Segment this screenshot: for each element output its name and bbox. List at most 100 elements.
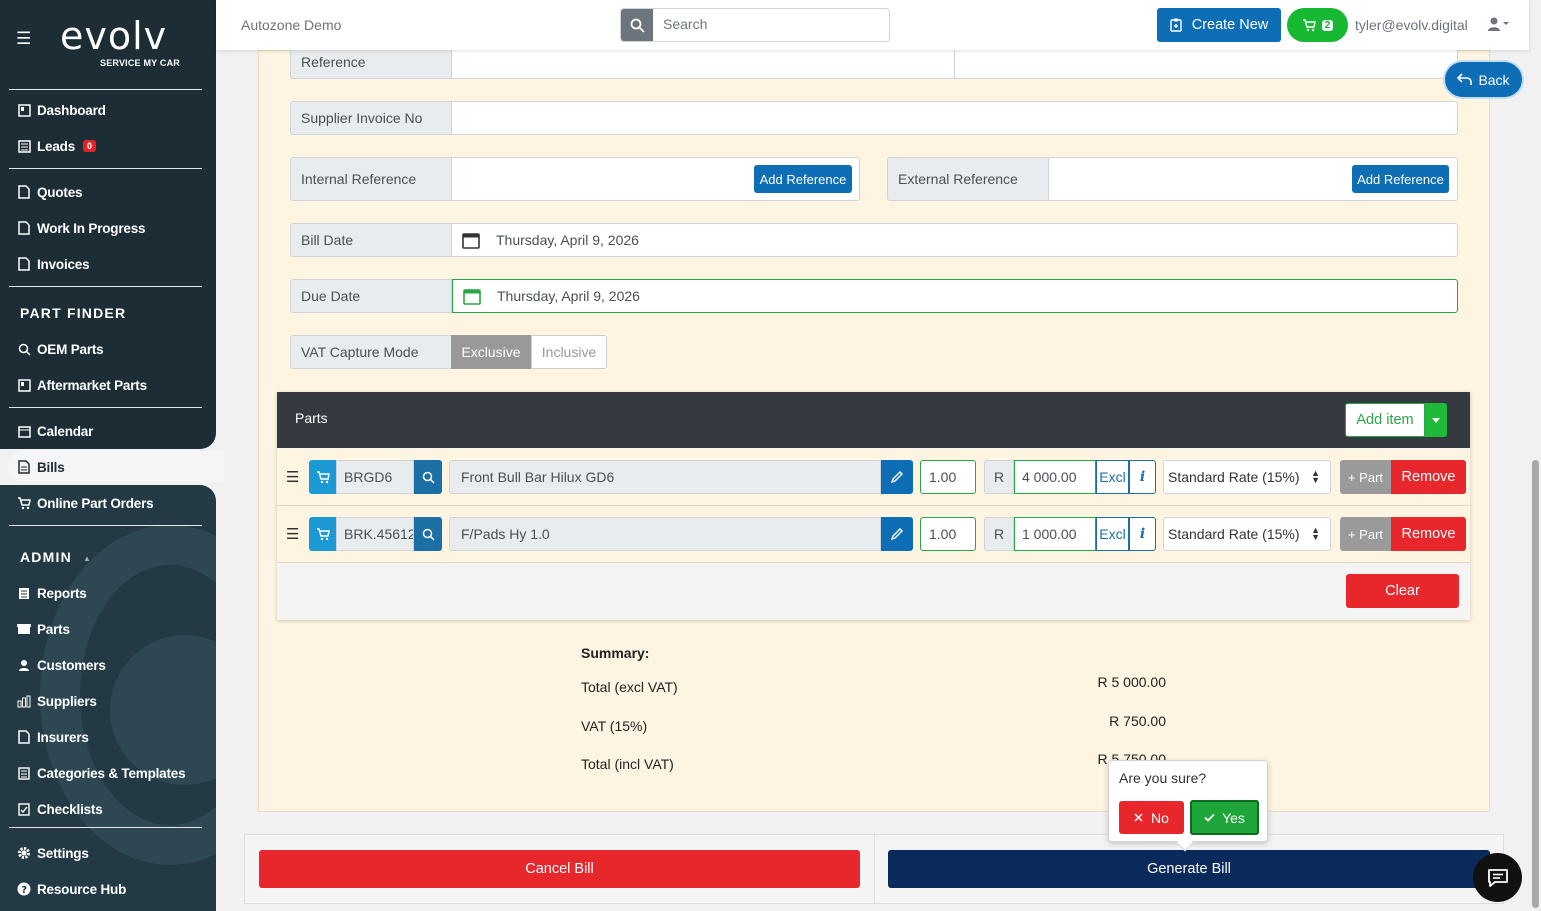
sidebar-item-suppliers[interactable]: Suppliers bbox=[17, 691, 97, 711]
search-icon bbox=[630, 18, 645, 33]
sidebar-item-calendar[interactable]: Calendar bbox=[17, 421, 93, 441]
company-name: Autozone Demo bbox=[241, 17, 342, 33]
calendar-icon bbox=[463, 288, 481, 305]
part-code-input[interactable]: BRGD6 bbox=[336, 460, 414, 494]
sidebar-item-dashboard[interactable]: Dashboard bbox=[17, 100, 106, 120]
user-menu-icon[interactable] bbox=[1488, 16, 1510, 35]
summary-title: Summary: bbox=[581, 645, 650, 661]
order-part-button[interactable] bbox=[309, 517, 336, 551]
sidebar-item-categories-templates[interactable]: Categories & Templates bbox=[17, 763, 186, 783]
reports-icon bbox=[17, 586, 31, 600]
generate-bill-button[interactable]: Generate Bill bbox=[888, 850, 1490, 888]
vat-rate-select[interactable]: Standard Rate (15%) ▲ ▼ bbox=[1163, 460, 1331, 494]
sidebar-item-settings[interactable]: Settings bbox=[17, 843, 89, 863]
sidebar-active-highlight bbox=[8, 451, 224, 483]
add-sub-part-button[interactable]: + Part bbox=[1340, 517, 1391, 551]
sidebar-item-leads[interactable]: Leads 0 bbox=[17, 136, 96, 156]
select-arrows-icon: ▲ ▼ bbox=[1311, 468, 1320, 485]
sidebar-item-reports[interactable]: Reports bbox=[17, 583, 87, 603]
sidebar-item-insurers[interactable]: Insurers bbox=[17, 727, 89, 747]
cart-button[interactable]: 2 bbox=[1287, 8, 1348, 42]
edit-description-button[interactable] bbox=[881, 460, 913, 494]
remove-part-button[interactable]: Remove bbox=[1391, 517, 1466, 551]
add-sub-part-button[interactable]: + Part bbox=[1340, 460, 1391, 494]
supplier-invoice-input[interactable] bbox=[452, 101, 1458, 135]
sidebar-item-customers[interactable]: Customers bbox=[17, 655, 106, 675]
menu-toggle-icon[interactable]: ☰ bbox=[16, 29, 32, 48]
order-part-button[interactable] bbox=[309, 460, 336, 494]
vat-inclusive-option[interactable]: Inclusive bbox=[531, 335, 607, 369]
cancel-bill-button[interactable]: Cancel Bill bbox=[259, 850, 860, 888]
invoices-icon bbox=[17, 257, 31, 271]
cart-icon bbox=[1302, 18, 1316, 31]
create-new-button[interactable]: Create New bbox=[1157, 8, 1281, 42]
total-excl-label: Total (excl VAT) bbox=[581, 679, 678, 695]
bill-date-input[interactable]: Thursday, April 9, 2026 bbox=[452, 223, 1458, 257]
sidebar-item-parts[interactable]: Parts bbox=[17, 619, 70, 639]
due-date-input[interactable]: Thursday, April 9, 2026 bbox=[452, 279, 1458, 313]
part-code-input[interactable]: BRK.45612 bbox=[336, 517, 414, 551]
sidebar-item-quotes[interactable]: Quotes bbox=[17, 182, 83, 202]
categories-icon bbox=[17, 766, 31, 780]
add-item-button[interactable]: Add item bbox=[1345, 403, 1425, 437]
sidebar-item-bills[interactable]: Bills bbox=[17, 457, 65, 477]
drag-handle-icon[interactable]: ☰ bbox=[286, 469, 300, 486]
vat-mode-label: VAT Capture Mode bbox=[290, 335, 452, 369]
clear-parts-button[interactable]: Clear bbox=[1346, 574, 1459, 608]
excl-toggle[interactable]: Excl bbox=[1096, 517, 1129, 551]
add-internal-reference-button[interactable]: Add Reference bbox=[754, 165, 852, 193]
user-email[interactable]: tyler@evolv.digital bbox=[1355, 17, 1468, 33]
close-icon bbox=[1134, 813, 1143, 822]
check-icon bbox=[1204, 813, 1215, 822]
unit-price-input[interactable]: 4 000.00 bbox=[1014, 460, 1096, 494]
sidebar-item-work-in-progress[interactable]: Work In Progress bbox=[17, 218, 146, 238]
confirm-question: Are you sure? bbox=[1119, 770, 1207, 786]
excl-toggle[interactable]: Excl bbox=[1096, 460, 1129, 494]
add-external-reference-button[interactable]: Add Reference bbox=[1352, 165, 1449, 193]
quantity-input[interactable]: 1.00 bbox=[920, 460, 976, 494]
admin-heading[interactable]: ADMIN ▲ bbox=[20, 549, 93, 565]
reference-input-secondary[interactable] bbox=[954, 45, 1458, 79]
unit-price-input[interactable]: 1 000.00 bbox=[1014, 517, 1096, 551]
select-arrows-icon: ▲ ▼ bbox=[1311, 525, 1320, 542]
table-row: ☰ BRGD6 Front Bull Bar Hilux GD6 1.00 R … bbox=[277, 449, 1470, 506]
price-info-button[interactable]: i bbox=[1129, 460, 1156, 494]
edit-description-button[interactable] bbox=[881, 517, 913, 551]
sidebar-item-oem-parts[interactable]: OEM Parts bbox=[17, 339, 104, 359]
vat-rate-select[interactable]: Standard Rate (15%) ▲ ▼ bbox=[1163, 517, 1331, 551]
back-button[interactable]: Back bbox=[1445, 62, 1522, 97]
part-search-button[interactable] bbox=[414, 517, 442, 551]
quantity-input[interactable]: 1.00 bbox=[920, 517, 976, 551]
part-search-button[interactable] bbox=[414, 460, 442, 494]
help-icon: ? bbox=[17, 882, 31, 896]
sidebar-item-checklists[interactable]: Checklists bbox=[17, 799, 103, 819]
logo[interactable]: evolv SERVICE MY CAR bbox=[60, 14, 180, 68]
scrollbar-thumb[interactable] bbox=[1532, 460, 1539, 908]
part-description-input[interactable]: Front Bull Bar Hilux GD6 bbox=[449, 460, 881, 494]
parts-header: Parts Add item bbox=[277, 392, 1470, 448]
cart-count-badge: 2 bbox=[1321, 19, 1334, 31]
page-scrollbar[interactable] bbox=[1529, 0, 1541, 911]
drag-handle-icon[interactable]: ☰ bbox=[286, 526, 300, 543]
table-row: ☰ BRK.45612 F/Pads Hy 1.0 1.00 R 1 000.0… bbox=[277, 506, 1470, 563]
price-info-button[interactable]: i bbox=[1129, 517, 1156, 551]
sidebar-item-invoices[interactable]: Invoices bbox=[17, 254, 90, 274]
total-excl-value: R 5 000.00 bbox=[1097, 674, 1167, 690]
sidebar-item-resource-hub[interactable]: ? Resource Hub bbox=[17, 879, 126, 899]
chat-widget-button[interactable] bbox=[1473, 853, 1522, 902]
confirm-yes-button[interactable]: Yes bbox=[1190, 800, 1259, 835]
confirm-no-button[interactable]: No bbox=[1119, 801, 1184, 834]
sidebar-item-online-part-orders[interactable]: Online Part Orders bbox=[17, 493, 154, 513]
vat-exclusive-option[interactable]: Exclusive bbox=[451, 335, 531, 369]
add-item-dropdown[interactable] bbox=[1425, 403, 1447, 437]
search-icon bbox=[422, 528, 435, 541]
sidebar-item-aftermarket-parts[interactable]: Aftermarket Parts bbox=[17, 375, 147, 395]
pencil-icon bbox=[890, 471, 903, 484]
search-input[interactable] bbox=[663, 16, 883, 32]
cart-icon bbox=[17, 496, 31, 510]
part-description-input[interactable]: F/Pads Hy 1.0 bbox=[449, 517, 881, 551]
search-button[interactable] bbox=[621, 9, 653, 41]
reference-input[interactable] bbox=[452, 45, 955, 79]
remove-part-button[interactable]: Remove bbox=[1391, 460, 1466, 494]
bills-icon bbox=[17, 460, 31, 474]
